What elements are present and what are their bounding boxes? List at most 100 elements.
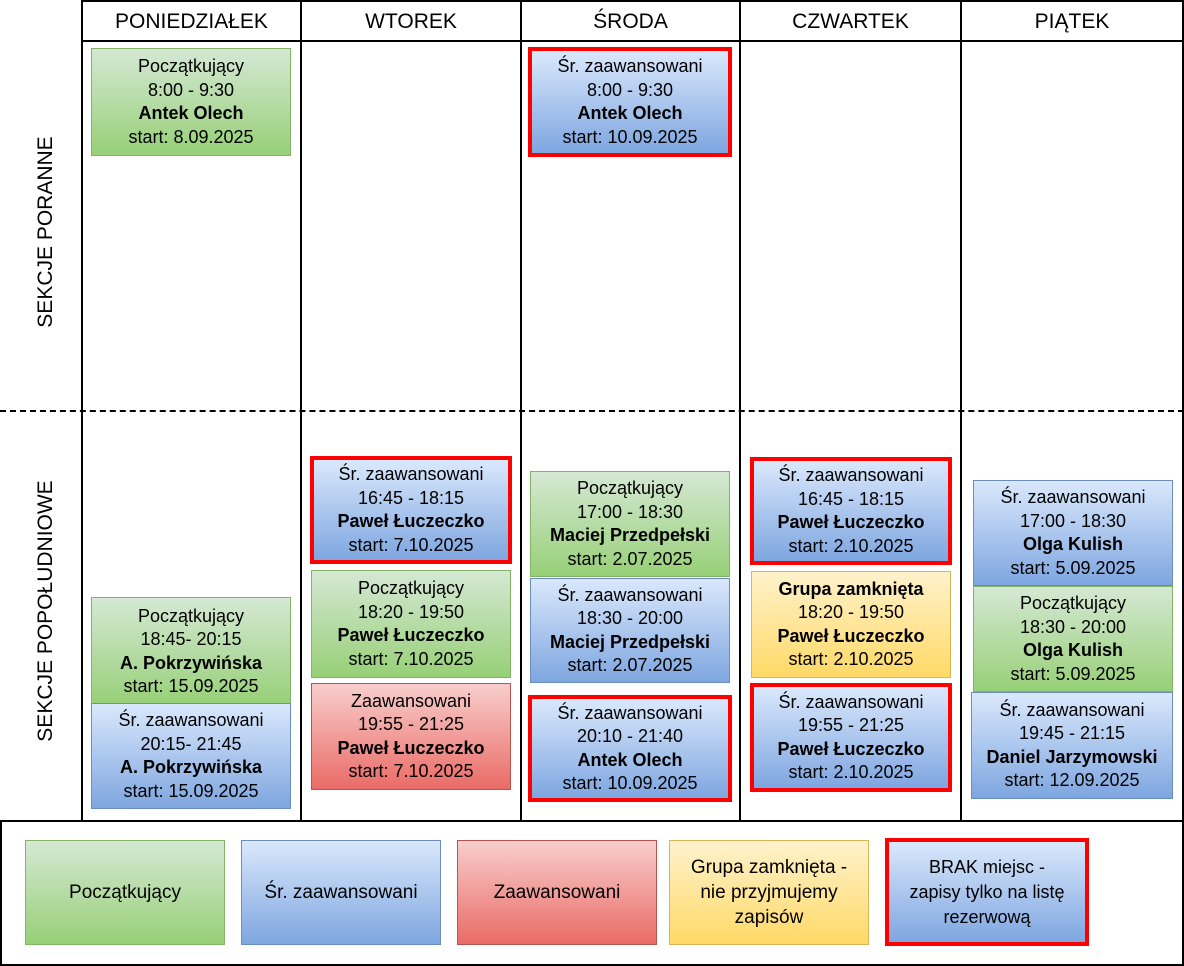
class-instructor: Paweł Łuczeczko bbox=[337, 511, 485, 531]
section-label-morning: SEKCJE PORANNE bbox=[34, 136, 57, 328]
class-card[interactable]: Śr. zaawansowani 8:00 - 9:30 Antek Olech… bbox=[528, 47, 732, 157]
class-instructor: Maciej Przedpełski bbox=[549, 525, 711, 545]
class-start: start: 7.10.2025 bbox=[348, 761, 474, 781]
class-start: start: 5.09.2025 bbox=[1010, 663, 1136, 684]
class-start: start: 2.10.2025 bbox=[788, 762, 914, 782]
class-instructor: A. Pokrzywińska bbox=[119, 652, 263, 673]
class-level: Śr. zaawansowani bbox=[557, 584, 703, 605]
class-instructor: Paweł Łuczeczko bbox=[777, 738, 925, 759]
class-time: 8:00 - 9:30 bbox=[147, 79, 235, 100]
class-card[interactable]: Śr. zaawansowani 16:45 - 18:15 Paweł Łuc… bbox=[310, 456, 512, 564]
class-instructor: Daniel Jarzymowski bbox=[986, 746, 1158, 767]
class-card[interactable]: Początkujący 17:00 - 18:30 Maciej Przedp… bbox=[530, 471, 730, 577]
legend-closed: Grupa zamknięta - nie przyjmujemy zapisó… bbox=[669, 840, 869, 945]
class-level: Zaawansowani bbox=[350, 690, 472, 711]
class-card[interactable]: Śr. zaawansowani 18:30 - 20:00 Maciej Pr… bbox=[530, 578, 730, 683]
legend-closed-label: Grupa zamknięta - nie przyjmujemy zapisó… bbox=[690, 857, 848, 928]
day-header-friday: PIĄTEK bbox=[1034, 10, 1110, 33]
class-card[interactable]: Początkujący 18:20 - 19:50 Paweł Łuczecz… bbox=[311, 570, 511, 678]
class-start: start: 10.09.2025 bbox=[562, 126, 698, 147]
class-card[interactable]: Śr. zaawansowani 20:10 - 21:40 Antek Ole… bbox=[528, 695, 732, 802]
class-level: Śr. zaawansowani bbox=[118, 710, 264, 730]
legend-box bbox=[0, 820, 1184, 966]
class-time: 17:00 - 18:30 bbox=[576, 501, 684, 522]
class-time: 19:45 - 21:15 bbox=[1018, 723, 1126, 743]
class-level: Śr. zaawansowani bbox=[338, 464, 484, 484]
class-time: 18:30 - 20:00 bbox=[576, 608, 684, 628]
class-time: 8:00 - 9:30 bbox=[586, 79, 674, 100]
class-card[interactable]: Zaawansowani 19:55 - 21:25 Paweł Łuczecz… bbox=[311, 683, 511, 790]
legend-intermediate: Śr. zaawansowani bbox=[241, 840, 441, 945]
class-level: Śr. zaawansowani bbox=[557, 56, 703, 76]
class-start: start: 8.09.2025 bbox=[128, 126, 254, 147]
legend-intermediate-label: Śr. zaawansowani bbox=[264, 882, 418, 903]
class-start: start: 5.09.2025 bbox=[1010, 557, 1136, 578]
class-card[interactable]: Początkujący 8:00 - 9:30 Antek Olech sta… bbox=[91, 48, 291, 156]
class-time: 19:55 - 21:25 bbox=[357, 714, 465, 734]
class-level: Śr. zaawansowani bbox=[1000, 487, 1146, 507]
class-time: 18:45- 20:15 bbox=[140, 629, 242, 649]
class-level: Śr. zaawansowani bbox=[778, 465, 924, 485]
class-card[interactable]: Śr. zaawansowani 20:15- 21:45 A. Pokrzyw… bbox=[91, 703, 291, 809]
grid-top-line bbox=[81, 0, 1184, 2]
legend-full: BRAK miejsc - zapisy tylko na listę reze… bbox=[885, 838, 1089, 946]
class-card[interactable]: Śr. zaawansowani 17:00 - 18:30 Olga Kuli… bbox=[973, 480, 1173, 586]
day-header-tuesday: WTOREK bbox=[365, 10, 457, 33]
class-start: start: 15.09.2025 bbox=[123, 780, 259, 801]
class-instructor: Olga Kulish bbox=[1022, 640, 1123, 660]
class-level: Grupa zamknięta bbox=[778, 578, 924, 599]
class-card[interactable]: Początkujący 18:30 - 20:00 Olga Kulish s… bbox=[973, 586, 1173, 692]
class-start: start: 7.10.2025 bbox=[348, 648, 474, 669]
class-start: start: 12.09.2025 bbox=[1004, 770, 1140, 790]
class-level: Początkujący bbox=[137, 605, 245, 626]
class-time: 20:15- 21:45 bbox=[140, 733, 242, 754]
class-time: 20:10 - 21:40 bbox=[576, 726, 684, 746]
legend-beginner-label: Początkujący bbox=[69, 882, 181, 903]
class-instructor: Paweł Łuczeczko bbox=[337, 625, 485, 645]
legend-advanced: Zaawansowani bbox=[457, 840, 657, 945]
class-level: Początkujący bbox=[137, 56, 245, 76]
class-level: Początkujący bbox=[357, 578, 465, 598]
class-start: start: 2.10.2025 bbox=[788, 535, 914, 556]
class-instructor: A. Pokrzywińska bbox=[119, 757, 263, 777]
class-start: start: 10.09.2025 bbox=[562, 773, 698, 793]
class-instructor: Paweł Łuczeczko bbox=[777, 625, 925, 646]
class-instructor: Olga Kulish bbox=[1022, 534, 1123, 554]
class-start: start: 15.09.2025 bbox=[123, 676, 259, 696]
header-bottom-line bbox=[81, 40, 1184, 42]
class-start: start: 2.10.2025 bbox=[788, 649, 914, 669]
class-card[interactable]: Śr. zaawansowani 19:45 - 21:15 Daniel Ja… bbox=[971, 692, 1173, 799]
class-card[interactable]: Śr. zaawansowani 16:45 - 18:15 Paweł Łuc… bbox=[750, 457, 952, 565]
class-instructor: Maciej Przedpełski bbox=[549, 631, 711, 652]
class-time: 16:45 - 18:15 bbox=[797, 488, 905, 509]
legend-full-label: BRAK miejsc - zapisy tylko na listę reze… bbox=[909, 856, 1065, 927]
day-header-wednesday: ŚRODA bbox=[593, 10, 668, 33]
class-level: Śr. zaawansowani bbox=[778, 691, 924, 712]
class-level: Początkujący bbox=[576, 478, 684, 498]
class-start: start: 2.07.2025 bbox=[567, 548, 693, 569]
class-instructor: Antek Olech bbox=[577, 103, 683, 123]
day-header-thursday: CZWARTEK bbox=[792, 10, 909, 33]
class-start: start: 2.07.2025 bbox=[567, 655, 693, 675]
class-level: Początkujący bbox=[1019, 593, 1127, 613]
section-divider bbox=[0, 410, 1184, 412]
class-instructor: Antek Olech bbox=[577, 749, 683, 770]
class-instructor: Paweł Łuczeczko bbox=[777, 512, 925, 532]
class-card[interactable]: Grupa zamknięta 18:20 - 19:50 Paweł Łucz… bbox=[751, 571, 951, 678]
class-time: 16:45 - 18:15 bbox=[357, 487, 465, 508]
class-time: 17:00 - 18:30 bbox=[1019, 510, 1127, 531]
class-time: 18:20 - 19:50 bbox=[357, 601, 465, 622]
class-time: 18:30 - 20:00 bbox=[1019, 616, 1127, 637]
legend-beginner: Początkujący bbox=[25, 840, 225, 945]
class-level: Śr. zaawansowani bbox=[557, 702, 703, 723]
class-instructor: Antek Olech bbox=[138, 103, 244, 123]
day-header-monday: PONIEDZIAŁEK bbox=[115, 10, 268, 33]
class-time: 18:20 - 19:50 bbox=[797, 602, 905, 622]
class-instructor: Paweł Łuczeczko bbox=[337, 737, 485, 758]
section-label-afternoon: SEKCJE POPOŁUDNIOWE bbox=[34, 480, 57, 742]
class-start: start: 7.10.2025 bbox=[348, 534, 474, 555]
class-time: 19:55 - 21:25 bbox=[797, 715, 905, 735]
legend-advanced-label: Zaawansowani bbox=[493, 882, 621, 903]
class-card[interactable]: Początkujący 18:45- 20:15 A. Pokrzywińsk… bbox=[91, 597, 291, 706]
class-card[interactable]: Śr. zaawansowani 19:55 - 21:25 Paweł Łuc… bbox=[750, 683, 952, 792]
